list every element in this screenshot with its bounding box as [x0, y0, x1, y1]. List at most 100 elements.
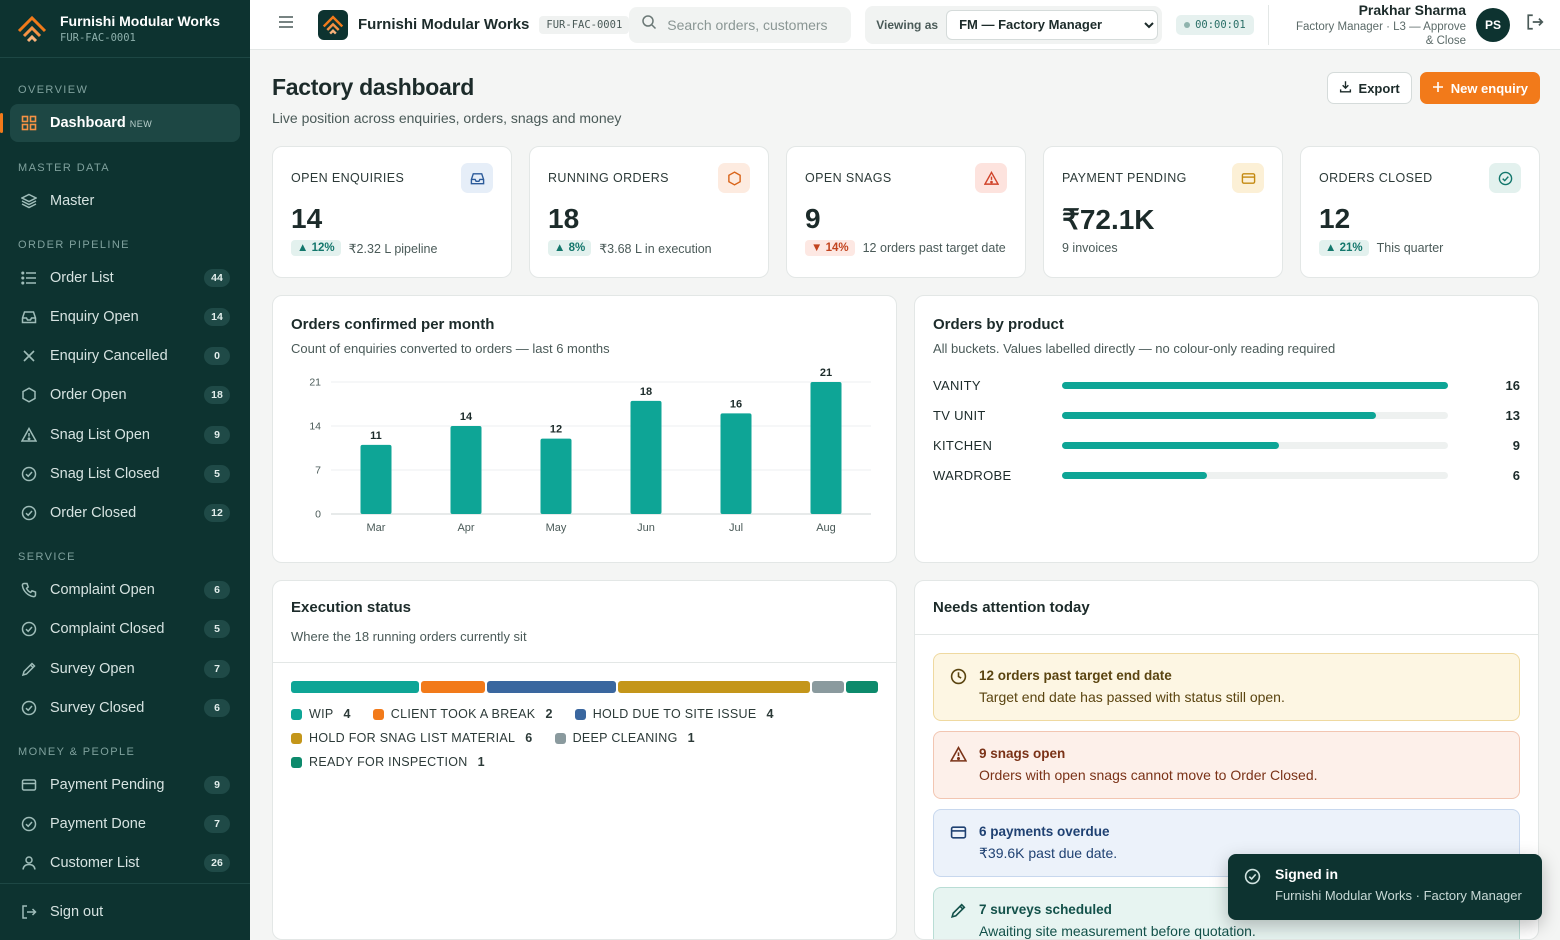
- brand-name: Furnishi Modular Works: [60, 13, 220, 30]
- sidebar-item-label: Survey Closed: [50, 699, 145, 716]
- menu-icon[interactable]: [278, 15, 298, 34]
- sidebar-item-label: Enquiry Cancelled: [50, 348, 168, 365]
- sidebar-item-label: Order List: [50, 269, 114, 286]
- sidebar-item-payment-done[interactable]: Payment Done 7: [10, 805, 240, 843]
- page-title: Factory dashboard: [272, 74, 474, 100]
- sidebar-item-label: Complaint Closed: [50, 621, 165, 638]
- x-tick-label: Jul: [729, 522, 743, 534]
- factory-code: FUR-FAC-0001: [539, 15, 630, 34]
- alert-snags-open[interactable]: 9 snags open Orders with open snags canno…: [933, 731, 1520, 799]
- export-button[interactable]: Export: [1326, 72, 1412, 104]
- legend-swatch: [574, 708, 586, 720]
- sidebar-item-label: Dashboard: [50, 115, 126, 132]
- alert-desc: Target end date has passed with status s…: [979, 689, 1285, 705]
- kpi-card[interactable]: ORDERS CLOSED 12 ▲ 21% This quarter: [1300, 146, 1540, 278]
- new-enquiry-button[interactable]: New enquiry: [1419, 72, 1540, 104]
- inbox-icon: [20, 308, 38, 326]
- alert-overdue-orders[interactable]: 12 orders past target end date Target end…: [933, 653, 1520, 721]
- kpi-label: ORDERS CLOSED: [1319, 171, 1433, 185]
- brand-code: FUR-FAC-0001: [60, 32, 136, 45]
- status-segment[interactable]: [487, 681, 616, 693]
- download-icon: [1339, 80, 1352, 96]
- sidebar-item-dashboard[interactable]: Dashboard NEW: [0, 104, 240, 143]
- status-segment[interactable]: [291, 681, 420, 693]
- sidebar-item-order-open[interactable]: Order Open 18: [10, 376, 240, 414]
- logout-icon[interactable]: [1526, 13, 1544, 36]
- sidebar-item-enquiry-cancelled[interactable]: Enquiry Cancelled 0: [10, 337, 240, 375]
- sidebar-item-complaint-closed[interactable]: Complaint Closed 5: [10, 610, 240, 648]
- inbox-icon: [461, 163, 493, 193]
- bar-value-label: 14: [460, 411, 473, 423]
- page-actions: Export New enquiry: [1326, 72, 1540, 104]
- sign-out-label: Sign out: [50, 904, 104, 921]
- brand[interactable]: Furnishi Modular Works FUR-FAC-0001: [0, 0, 250, 59]
- legend-item: HOLD FOR SNAG LIST MATERIAL 6: [291, 731, 533, 745]
- bar-value-label: 21: [820, 368, 832, 379]
- sidebar-item-customer-list[interactable]: Customer List 26: [10, 844, 240, 882]
- sidebar-item-payment-pending[interactable]: Payment Pending 9: [10, 766, 240, 804]
- bar[interactable]: [630, 400, 662, 514]
- legend-item: DEEP CLEANING 1: [554, 731, 695, 745]
- sidebar-item-survey-open[interactable]: Survey Open 7: [10, 650, 240, 688]
- status-segment[interactable]: [811, 681, 844, 693]
- warning-icon: [949, 745, 968, 784]
- kpi-card[interactable]: PAYMENT PENDING ₹72.1K 9 invoices: [1043, 146, 1283, 278]
- page-header: Factory dashboard Live position across e…: [272, 72, 1540, 126]
- card-subtitle: Where the 18 running orders currently si…: [291, 629, 527, 644]
- kpi-note: ₹2.32 L pipeline: [348, 241, 438, 256]
- product-name: TV UNIT: [933, 407, 986, 423]
- product-row: VANITY 16: [933, 370, 1520, 400]
- sidebar-item-master[interactable]: Master: [10, 182, 240, 220]
- sidebar-item-snag-list-open[interactable]: Snag List Open 9: [10, 416, 240, 454]
- y-tick-label: 0: [315, 509, 321, 521]
- role-select[interactable]: FM — Factory Manager: [946, 9, 1159, 40]
- sidebar-item-order-list[interactable]: Order List 44: [10, 259, 240, 297]
- bar[interactable]: [720, 413, 752, 514]
- timer-value: 00:00:01: [1195, 18, 1246, 31]
- alert-payments-overdue[interactable]: 6 payments overdue ₹39.6K past due date.: [933, 809, 1520, 877]
- bar[interactable]: [360, 444, 392, 514]
- search-box: [629, 6, 852, 43]
- user-icon: [20, 854, 38, 872]
- sidebar-item-snag-list-closed[interactable]: Snag List Closed 5: [10, 455, 240, 493]
- avatar[interactable]: PS: [1476, 7, 1510, 42]
- search-input[interactable]: [667, 16, 828, 33]
- sidebar-item-enquiry-open[interactable]: Enquiry Open 14: [10, 298, 240, 336]
- kpi-card[interactable]: OPEN SNAGS 9 ▼ 14% 12 orders past target da…: [786, 146, 1026, 278]
- legend-label: HOLD DUE TO SITE ISSUE: [592, 707, 757, 721]
- card-subtitle: Count of enquiries converted to orders —…: [291, 341, 610, 356]
- status-segment[interactable]: [617, 681, 810, 693]
- y-tick-label: 21: [309, 377, 321, 389]
- kpi-card[interactable]: OPEN ENQUIRIES 14 ▲ 12% ₹2.32 L pipeline: [272, 146, 512, 278]
- check-circle-icon: [1489, 163, 1521, 193]
- legend-swatch: [291, 708, 302, 720]
- sidebar-item-order-closed[interactable]: Order Closed 12: [10, 494, 240, 532]
- status-segment[interactable]: [845, 681, 878, 693]
- product-value: 6: [1512, 467, 1520, 483]
- bar[interactable]: [540, 438, 572, 514]
- x-tick-label: May: [546, 522, 567, 534]
- alert-title: 7 surveys scheduled: [979, 902, 1112, 917]
- y-tick-label: 7: [315, 465, 321, 477]
- section-label: OVERVIEW: [18, 84, 89, 97]
- sign-out-button[interactable]: Sign out: [0, 883, 250, 940]
- signed-in-toast[interactable]: Signed in Furnishi Modular Works · Facto…: [1228, 854, 1542, 920]
- sidebar-item-label: Enquiry Open: [50, 309, 139, 325]
- warning-icon: [975, 163, 1007, 193]
- sidebar-item-survey-closed[interactable]: Survey Closed 6: [10, 689, 240, 727]
- sidebar-item-complaint-open[interactable]: Complaint Open 6: [10, 571, 240, 609]
- kpi-value: 12: [1319, 203, 1351, 234]
- bar[interactable]: [450, 426, 482, 514]
- legend-value: 6: [525, 731, 533, 745]
- product-track: [1062, 471, 1448, 479]
- bar[interactable]: [810, 382, 842, 514]
- legend-label: HOLD FOR SNAG LIST MATERIAL: [309, 731, 516, 745]
- legend-value: 4: [766, 707, 774, 721]
- x-tick-label: Aug: [816, 522, 836, 534]
- status-segment[interactable]: [421, 681, 486, 693]
- product-track: [1062, 381, 1448, 389]
- brand-logo-icon: [16, 13, 48, 45]
- bar-value-label: 18: [640, 386, 652, 398]
- check-circle-icon: [20, 699, 38, 717]
- kpi-card[interactable]: RUNNING ORDERS 18 ▲ 8% ₹3.68 L in execution: [529, 146, 769, 278]
